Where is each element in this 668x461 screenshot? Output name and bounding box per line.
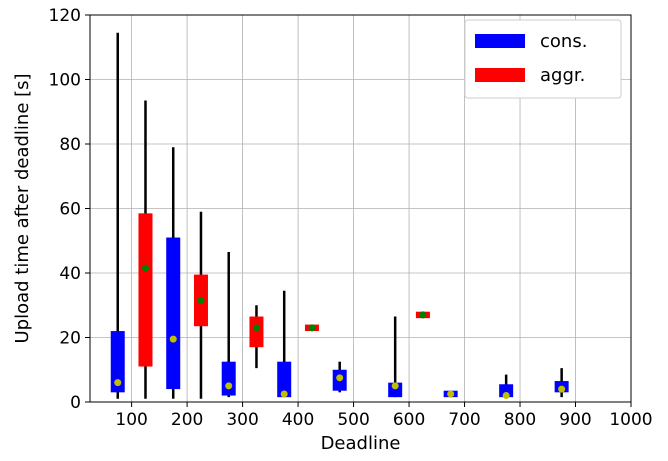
box-cons (277, 361, 292, 398)
x-tick-label: 400 (282, 410, 314, 430)
y-tick-label: 120 (49, 6, 81, 26)
mean-marker-cons (280, 390, 288, 398)
y-tick-label: 20 (59, 329, 81, 349)
x-tick-label: 200 (171, 410, 203, 430)
box-cons (388, 382, 403, 398)
mean-marker-cons (447, 390, 455, 398)
y-tick-label: 100 (49, 71, 81, 91)
x-tick-label: 900 (559, 410, 591, 430)
box-cons (221, 361, 236, 396)
x-tick-label: 700 (448, 410, 480, 430)
legend-label-aggr: aggr. (540, 65, 585, 86)
y-axis-label: Upload time after deadline [s] (12, 73, 33, 343)
x-tick-label: 300 (226, 410, 258, 430)
mean-marker-cons (502, 392, 510, 400)
mean-marker-cons (336, 374, 344, 382)
mean-marker-cons (114, 379, 122, 387)
box-aggr (138, 213, 153, 367)
mean-marker-cons (225, 382, 233, 390)
mean-marker-cons (391, 382, 399, 390)
mean-marker-aggr (308, 324, 316, 332)
y-axis-ticks: 0 20 40 60 80 100 120 (49, 6, 90, 413)
y-tick-label: 0 (70, 393, 81, 413)
x-axis-ticks: 100 200 300 400 500 600 700 800 900 1000 (115, 402, 653, 430)
mean-marker-aggr (141, 264, 149, 272)
box-aggr (249, 316, 264, 348)
mean-markers (114, 264, 566, 400)
legend-label-cons: cons. (540, 31, 587, 52)
mean-marker-aggr (197, 296, 205, 304)
mean-marker-aggr (419, 311, 427, 319)
box-cons (110, 331, 125, 393)
mean-marker-aggr (252, 324, 260, 332)
x-axis-label: Deadline (321, 433, 401, 454)
y-tick-label: 80 (59, 135, 81, 155)
x-tick-label: 1000 (609, 410, 652, 430)
x-tick-label: 100 (115, 410, 147, 430)
mean-marker-cons (169, 335, 177, 343)
y-tick-label: 40 (59, 264, 81, 284)
x-tick-label: 500 (337, 410, 369, 430)
mean-marker-cons (558, 385, 566, 393)
legend-swatch-cons (475, 34, 525, 48)
box-cons (166, 237, 181, 390)
x-tick-label: 800 (504, 410, 536, 430)
box-cons (499, 384, 514, 398)
legend-swatch-aggr (475, 68, 525, 82)
y-tick-label: 60 (59, 200, 81, 220)
x-tick-label: 600 (393, 410, 425, 430)
legend: cons. aggr. (464, 19, 622, 99)
